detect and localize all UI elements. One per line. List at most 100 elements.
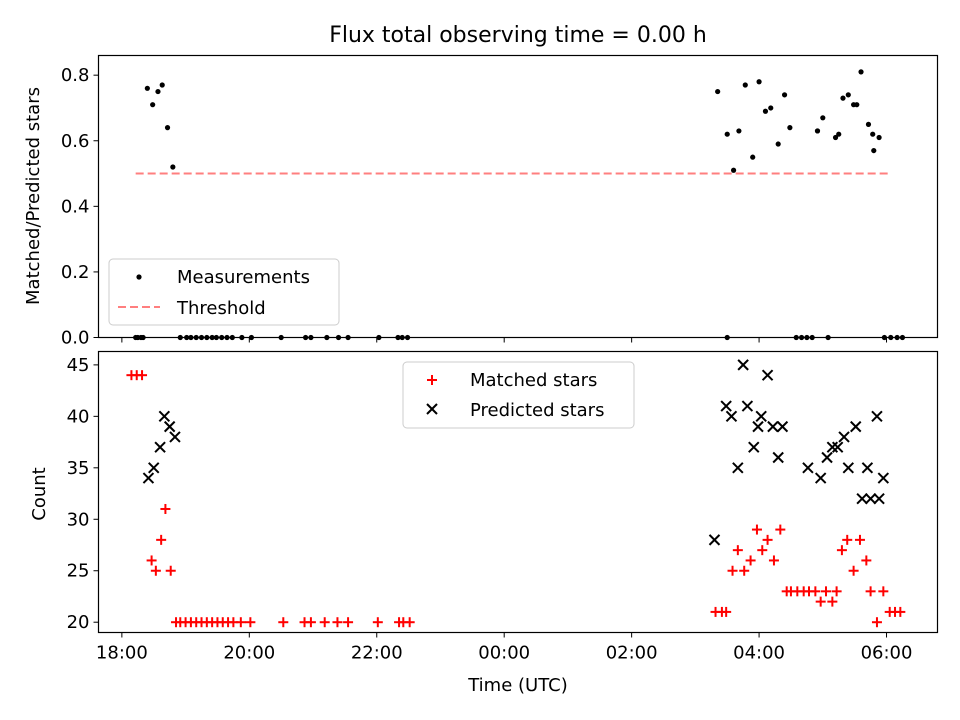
measurement-point — [854, 102, 860, 108]
predicted-star-point — [864, 492, 877, 505]
ratio-y-tick-label: 0.2 — [61, 262, 90, 283]
matched-star-point — [404, 617, 415, 628]
matched-star-point — [836, 545, 847, 556]
ratio-y-tick-label: 0.8 — [61, 65, 90, 86]
matched-star-point — [895, 606, 906, 617]
predicted-star-point — [821, 451, 833, 464]
predicted-star-point — [158, 410, 171, 423]
predicted-legend-marker — [426, 403, 438, 415]
chart-title: Flux total observing time = 0.00 h — [329, 23, 707, 48]
ratio-y-tick-label: 0.0 — [61, 328, 90, 349]
measurement-point — [750, 154, 756, 160]
predicted-star-point — [163, 420, 176, 433]
predicted-star-point — [871, 410, 883, 423]
predicted-star-point — [737, 359, 749, 371]
count-y-tick-label: 25 — [67, 561, 90, 582]
matched-star-point — [245, 617, 256, 628]
measurement-point — [150, 102, 156, 108]
predicted-star-point — [148, 462, 160, 474]
measurement-point — [865, 121, 872, 127]
predicted-star-point — [776, 420, 789, 433]
predicted-star-point — [732, 462, 744, 474]
matched-star-point — [757, 545, 768, 556]
measurement-point — [164, 125, 171, 131]
measurement-point — [787, 125, 793, 131]
measurement-point — [775, 141, 781, 147]
matched-star-point — [319, 617, 330, 628]
matched-star-point — [871, 617, 882, 628]
measurement-point — [730, 167, 737, 173]
x-tick-label: 04:00 — [733, 643, 785, 664]
matched-star-point — [878, 586, 889, 597]
measurement-point — [845, 92, 851, 98]
measurement-point — [836, 131, 842, 137]
count-panel-legend-box — [402, 361, 635, 429]
predicted-star-point — [842, 462, 854, 474]
measurement-point — [814, 128, 821, 134]
matched-star-point — [745, 555, 756, 566]
matched-star-point — [146, 555, 157, 566]
matched-legend-label: Matched stars — [470, 370, 597, 391]
matched-star-point — [775, 524, 786, 535]
predicted-star-point — [725, 410, 738, 423]
matched-star-point — [235, 617, 246, 628]
predicted-legend-label: Predicted stars — [470, 400, 604, 421]
x-tick-label: 00:00 — [478, 643, 530, 664]
predicted-star-point — [838, 431, 850, 443]
measurement-point — [876, 134, 882, 141]
count-y-tick-label: 45 — [67, 355, 90, 376]
count-panel-ticks: 18:00 20:00 22:00 00:00 02:00 04:00 06:00 20 25 3… — [67, 355, 913, 664]
predicted-star-point — [154, 441, 166, 453]
matched-star-point — [739, 565, 750, 576]
matched-star-point — [861, 555, 872, 566]
matched-star-point — [278, 617, 289, 628]
matched-star-point — [732, 545, 743, 556]
matched-star-point — [156, 534, 167, 545]
matched-star-point — [137, 370, 148, 381]
threshold-legend-label: Threshold — [176, 298, 266, 319]
predicted-star-point — [748, 441, 760, 453]
matched-star-point — [815, 596, 826, 607]
count-y-tick-label: 20 — [67, 612, 90, 633]
count-panel: 18:00 20:00 22:00 00:00 02:00 04:00 06:00 20 25 3… — [29, 350, 939, 696]
matched-star-point — [343, 617, 354, 628]
matched-star-point — [820, 586, 831, 597]
matched-star-point — [854, 534, 865, 545]
count-y-tick-label: 35 — [67, 458, 90, 479]
predicted-star-point — [761, 369, 774, 381]
x-axis-label: Time (UTC) — [467, 675, 568, 696]
predicted-star-point — [856, 492, 868, 505]
predicted-star-point — [741, 400, 754, 412]
measurement-point — [840, 95, 846, 101]
predicted-star-point — [814, 472, 827, 484]
count-y-tick-label: 30 — [67, 509, 90, 530]
ratio-panel-ticks: 0.0 0.2 0.4 0.6 0.8 — [61, 65, 888, 349]
matched-star-point — [165, 565, 176, 576]
measurement-point — [756, 79, 762, 85]
measurement-point — [736, 128, 742, 134]
x-tick-label: 06:00 — [861, 643, 913, 664]
matched-star-point — [768, 555, 779, 566]
predicted-star-point — [720, 400, 732, 412]
measurement-point — [858, 69, 864, 75]
measurement-point — [724, 131, 730, 137]
count-y-tick-label: 40 — [67, 406, 90, 427]
predicted-star-point — [142, 472, 155, 484]
matched-star-point — [160, 503, 171, 514]
predicted-star-point — [752, 420, 764, 433]
predicted-star-point — [873, 492, 885, 505]
matched-star-point — [332, 617, 343, 628]
matched-legend-marker — [427, 375, 437, 385]
measurement-point — [155, 88, 161, 95]
predicted-star-point — [767, 420, 779, 433]
count-panel-legend: Matched stars Predicted stars — [402, 361, 635, 429]
measurement-point — [870, 131, 876, 137]
matched-star-point — [865, 586, 876, 597]
measurements-legend-marker — [136, 274, 142, 280]
matched-star-point — [810, 586, 821, 597]
measurement-point — [742, 82, 748, 88]
count-panel-y-axis-label: Count — [29, 467, 50, 520]
measurement-point — [820, 115, 826, 121]
